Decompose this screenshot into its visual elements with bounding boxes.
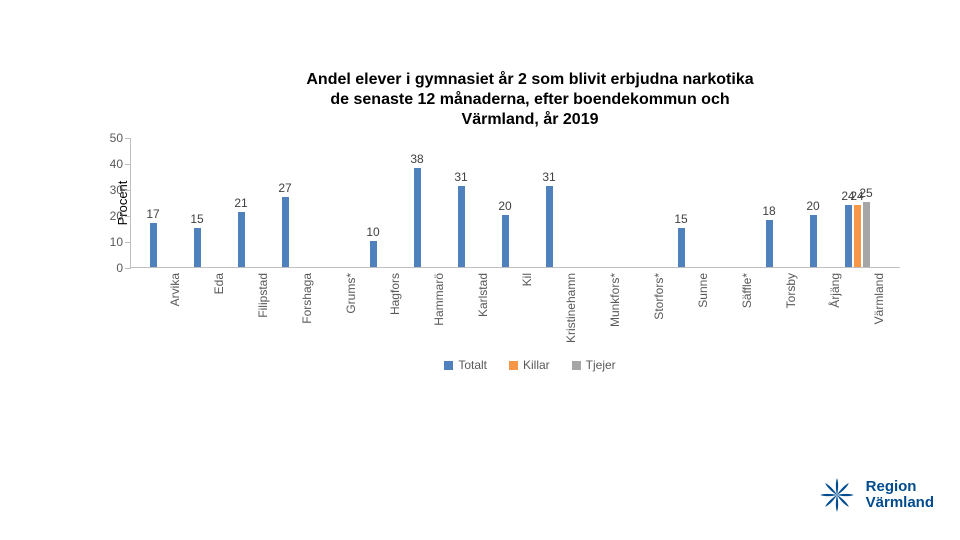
x-tick-label: Arvika bbox=[168, 273, 182, 306]
bar: 15 bbox=[678, 228, 685, 267]
category: 20 bbox=[791, 138, 835, 267]
x-tick-label: Kil bbox=[520, 273, 534, 286]
category bbox=[571, 138, 615, 267]
y-tick-label: 0 bbox=[116, 261, 131, 275]
legend-label: Totalt bbox=[458, 358, 487, 372]
chart-title-line: de senaste 12 månaderna, efter boendekom… bbox=[130, 90, 930, 110]
x-tick-label: Kristinehamn bbox=[564, 273, 578, 343]
x-tick-label: Värmland bbox=[872, 273, 886, 324]
bar: 21 bbox=[238, 212, 245, 267]
bar: 20 bbox=[810, 215, 817, 267]
bar: 24 bbox=[854, 205, 861, 267]
category: 38 bbox=[395, 138, 439, 267]
y-tick-label: 20 bbox=[110, 209, 131, 223]
asterisk-icon bbox=[818, 476, 856, 514]
bar-value-label: 17 bbox=[146, 207, 159, 223]
category bbox=[307, 138, 351, 267]
category: 242425 bbox=[835, 138, 879, 267]
y-tick-label: 40 bbox=[110, 157, 131, 171]
category: 31 bbox=[439, 138, 483, 267]
category: 15 bbox=[659, 138, 703, 267]
legend-swatch bbox=[572, 361, 581, 370]
category: 10 bbox=[351, 138, 395, 267]
bar-value-label: 15 bbox=[190, 212, 203, 228]
logo-text: Region Värmland bbox=[866, 479, 934, 511]
legend: Totalt Killar Tjejer bbox=[130, 358, 930, 372]
bar-value-label: 20 bbox=[498, 199, 511, 215]
bar: 25 bbox=[863, 202, 870, 267]
legend-label: Killar bbox=[523, 358, 550, 372]
bar: 27 bbox=[282, 197, 289, 267]
legend-swatch bbox=[509, 361, 518, 370]
bar: 17 bbox=[150, 223, 157, 267]
bar-value-label: 15 bbox=[674, 212, 687, 228]
chart-title-line: Andel elever i gymnasiet år 2 som blivit… bbox=[130, 70, 930, 90]
bar-value-label: 25 bbox=[859, 186, 872, 202]
bar-value-label: 18 bbox=[762, 204, 775, 220]
plot-wrap: Procent 01020304050 17152127103831203115… bbox=[130, 138, 930, 268]
category bbox=[615, 138, 659, 267]
bar-value-label: 27 bbox=[278, 181, 291, 197]
bar: 24 bbox=[845, 205, 852, 267]
bar: 15 bbox=[194, 228, 201, 267]
chart-title-line: Värmland, år 2019 bbox=[130, 110, 930, 130]
bar-value-label: 21 bbox=[234, 196, 247, 212]
legend-item: Killar bbox=[509, 358, 550, 372]
chart-title: Andel elever i gymnasiet år 2 som blivit… bbox=[130, 70, 930, 130]
logo-text-line2: Värmland bbox=[866, 495, 934, 511]
category: 27 bbox=[263, 138, 307, 267]
category: 18 bbox=[747, 138, 791, 267]
y-tick-label: 30 bbox=[110, 183, 131, 197]
category: 20 bbox=[483, 138, 527, 267]
bar: 31 bbox=[546, 186, 553, 267]
x-tick-label: Karlstad bbox=[476, 273, 490, 317]
legend-label: Tjejer bbox=[586, 358, 616, 372]
category: 17 bbox=[131, 138, 175, 267]
legend-swatch bbox=[444, 361, 453, 370]
bar: 38 bbox=[414, 168, 421, 267]
category: 21 bbox=[219, 138, 263, 267]
region-varmland-logo: Region Värmland bbox=[818, 476, 934, 514]
bar: 20 bbox=[502, 215, 509, 267]
bar: 18 bbox=[766, 220, 773, 267]
x-tick-label: Eda bbox=[212, 273, 226, 294]
x-tick-label: Hagfors bbox=[388, 273, 402, 315]
legend-item: Tjejer bbox=[572, 358, 616, 372]
bar: 31 bbox=[458, 186, 465, 267]
bars-layer: 171521271038312031151820242425 bbox=[131, 138, 900, 267]
bar-value-label: 38 bbox=[410, 152, 423, 168]
x-tick-label: Filipstad bbox=[256, 273, 270, 318]
y-tick-label: 50 bbox=[110, 131, 131, 145]
x-tick-label: Torsby bbox=[784, 273, 798, 308]
bar: 10 bbox=[370, 241, 377, 267]
x-tick-label: Årjäng bbox=[828, 273, 842, 308]
logo-text-line1: Region bbox=[866, 479, 934, 495]
x-tick-label: Munkfors* bbox=[608, 273, 622, 327]
bar-value-label: 31 bbox=[542, 170, 555, 186]
category: 31 bbox=[527, 138, 571, 267]
category: 15 bbox=[175, 138, 219, 267]
bar-value-label: 20 bbox=[806, 199, 819, 215]
x-tick-label: Hammarö bbox=[432, 273, 446, 326]
legend-item: Totalt bbox=[444, 358, 487, 372]
x-tick-label: Säffle* bbox=[740, 273, 754, 308]
category bbox=[703, 138, 747, 267]
y-tick-label: 10 bbox=[110, 235, 131, 249]
x-tick-label: Grums* bbox=[344, 273, 358, 314]
bar-value-label: 10 bbox=[366, 225, 379, 241]
x-tick-label: Sunne bbox=[696, 273, 710, 308]
chart-container: Andel elever i gymnasiet år 2 som blivit… bbox=[130, 70, 930, 372]
x-tick-label: Forshaga bbox=[300, 273, 314, 324]
bar-value-label: 31 bbox=[454, 170, 467, 186]
plot-area: 01020304050 1715212710383120311518202424… bbox=[130, 138, 900, 268]
x-tick-label: Storfors* bbox=[652, 273, 666, 320]
